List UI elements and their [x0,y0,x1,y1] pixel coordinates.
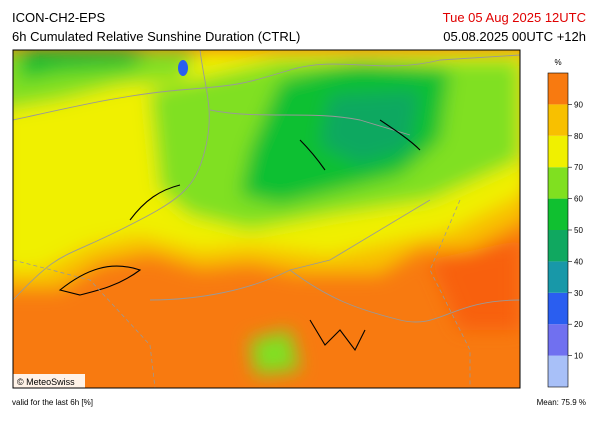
colorbar-band [548,104,568,136]
colorbar-band [548,324,568,356]
colorbar-band [548,167,568,199]
footer-note: valid for the last 6h [%] [12,398,93,407]
colorbar-tick-label: 60 [574,195,583,204]
colorbar-tick-label: 40 [574,257,583,266]
colorbar-band [548,230,568,262]
map: © MeteoSwiss [13,50,520,388]
credit: © MeteoSwiss [17,377,75,387]
colorbar-tick-label: 90 [574,100,583,109]
colorbar-band [548,198,568,230]
colorbar-band [548,135,568,168]
subtitle: 6h Cumulated Relative Sunshine Duration … [12,29,300,44]
colorbar-band [548,355,568,387]
footer-mean: Mean: 75.9 % [537,398,586,407]
map-frame [12,49,521,389]
colorbar-tick-label: 30 [574,289,583,298]
colorbar-unit: % [554,58,561,67]
colorbar-tick-label: 80 [574,132,583,141]
colorbar-band [548,292,568,325]
colorbar-band [548,73,568,105]
valid-time: Tue 05 Aug 2025 12UTC [443,10,586,25]
colorbar-tick-label: 10 [574,352,583,361]
colorbar-tick-label: 20 [574,320,583,329]
colorbar-tick-label: 50 [574,226,583,235]
colorbar-band [548,261,568,293]
title: ICON-CH2-EPS [12,10,106,25]
run-time: 05.08.2025 00UTC +12h [443,29,586,44]
colorbar: % 10 20 30 40 50 60 70 80 90 [547,58,583,388]
colorbar-tick-label: 70 [574,163,583,172]
